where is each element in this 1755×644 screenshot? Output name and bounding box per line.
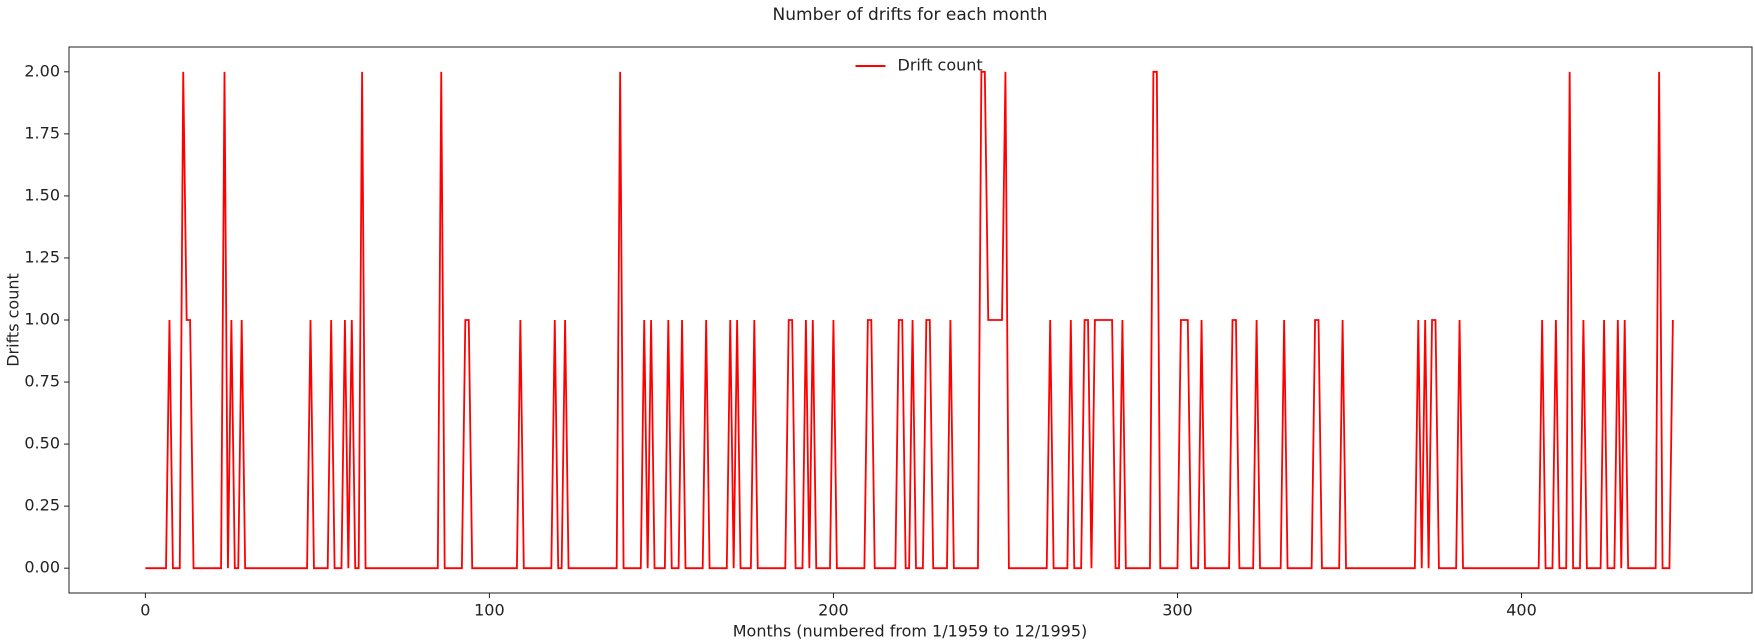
x-tick-label: 100	[474, 601, 505, 620]
data-line	[145, 70, 1674, 570]
y-tick-label: 1.75	[24, 123, 60, 142]
y-tick-label: 0.00	[24, 558, 60, 577]
y-tick-label: 0.75	[24, 372, 60, 391]
x-tick-label: 200	[818, 601, 849, 620]
y-tick-label: 1.50	[24, 185, 60, 204]
y-tick-label: 2.00	[24, 61, 60, 80]
chart-title: Number of drifts for each month	[773, 5, 1048, 25]
x-axis-label: Months (numbered from 1/1959 to 12/1995)	[733, 622, 1088, 641]
y-tick-label: 1.25	[24, 247, 60, 266]
x-tick-label: 400	[1506, 601, 1537, 620]
y-tick-label: 0.50	[24, 434, 60, 453]
legend-label: Drift count	[898, 56, 983, 75]
y-tick-label: 1.00	[24, 310, 60, 329]
y-axis-label: Drifts count	[4, 273, 23, 367]
x-tick-label: 300	[1162, 601, 1193, 620]
y-tick-label: 0.25	[24, 496, 60, 515]
x-tick-label: 0	[140, 601, 150, 620]
